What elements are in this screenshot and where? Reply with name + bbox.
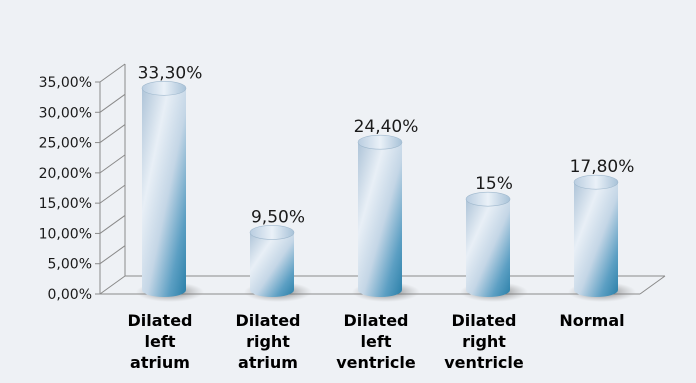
y-tick-label: 15,00% bbox=[39, 196, 92, 212]
y-depth-line bbox=[99, 245, 126, 265]
y-depth-line bbox=[99, 275, 126, 295]
category-label-line: Dilated bbox=[344, 311, 409, 330]
data-label: 9,50% bbox=[251, 207, 305, 227]
bar-top-cap bbox=[357, 134, 403, 150]
data-label: 33,30% bbox=[138, 63, 203, 83]
y-tick-label: 20,00% bbox=[39, 166, 92, 182]
category-label-line: left bbox=[361, 332, 392, 351]
category-label: Dilated left atrium bbox=[128, 311, 193, 372]
y-tick-label: 35,00% bbox=[39, 75, 92, 91]
bar-body bbox=[466, 199, 510, 297]
y-depth-line bbox=[99, 63, 126, 83]
category-label-line: atrium bbox=[238, 353, 298, 372]
category-label-line: right bbox=[246, 332, 290, 351]
bar bbox=[249, 225, 295, 297]
bar-top-cap bbox=[573, 174, 619, 190]
bar bbox=[357, 134, 403, 297]
bar bbox=[573, 174, 619, 297]
y-depth-line bbox=[99, 215, 126, 234]
y-tick-label: 10,00% bbox=[39, 226, 92, 242]
floor-right-edge bbox=[639, 275, 666, 295]
category-label-line: Dilated bbox=[128, 311, 193, 330]
y-depth-line bbox=[99, 93, 126, 113]
category-label-line: ventricle bbox=[336, 353, 416, 372]
y-tick-label: 0,00% bbox=[48, 287, 92, 303]
bar-body bbox=[142, 88, 186, 297]
category-label-line: Dilated bbox=[452, 311, 517, 330]
y-tick-label: 25,00% bbox=[39, 136, 92, 152]
category-label: Dilated right atrium bbox=[236, 311, 301, 372]
y-depth-line bbox=[99, 124, 126, 143]
category-label-line: right bbox=[462, 332, 506, 351]
bars bbox=[141, 80, 619, 297]
category-label: Dilated left ventricle bbox=[336, 311, 416, 372]
category-label-line: Dilated bbox=[236, 311, 301, 330]
data-label: 24,40% bbox=[354, 117, 419, 137]
y-tick-label: 5,00% bbox=[48, 257, 92, 273]
category-label: Dilated right ventricle bbox=[444, 311, 524, 372]
category-label: Normal bbox=[559, 311, 624, 330]
y-depth-line bbox=[99, 154, 126, 174]
category-label-line: Normal bbox=[559, 311, 624, 330]
data-label: 15% bbox=[475, 174, 513, 194]
labels: 0,00% 5,00% 10,00% 15,00% 20,00% 25,00% 30,00%… bbox=[39, 63, 635, 372]
bar bbox=[465, 191, 511, 297]
y-tick-label: 30,00% bbox=[39, 105, 92, 121]
data-label: 17,80% bbox=[570, 157, 635, 177]
category-label-line: left bbox=[145, 332, 176, 351]
bar-body bbox=[250, 232, 294, 297]
bar-body bbox=[574, 182, 618, 297]
bar-body bbox=[358, 142, 402, 297]
bar-top-cap bbox=[465, 191, 511, 207]
bar bbox=[141, 80, 187, 297]
category-label-line: atrium bbox=[130, 353, 190, 372]
bar-top-cap bbox=[141, 80, 187, 96]
category-label-line: ventricle bbox=[444, 353, 524, 372]
bar-top-cap bbox=[249, 225, 295, 240]
y-depth-line bbox=[99, 184, 126, 204]
